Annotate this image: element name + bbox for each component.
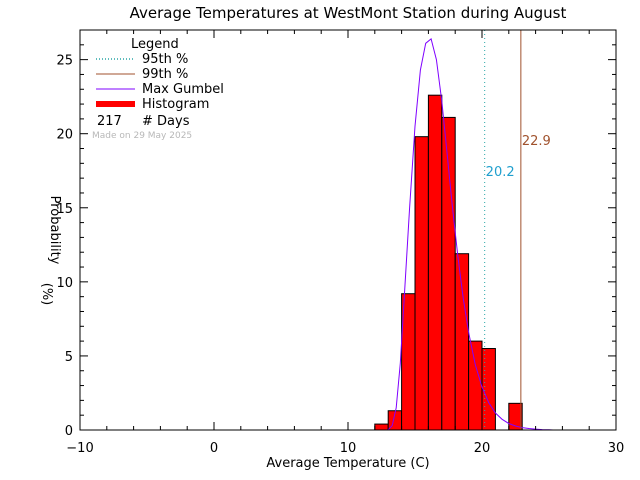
legend-label: 99th % (142, 67, 188, 82)
y-tick-label: 20 (56, 128, 73, 143)
watermark: Made on 29 May 2025 (92, 131, 192, 141)
legend-label: Max Gumbel (142, 82, 224, 97)
x-axis-label: Average Temperature (C) (266, 456, 429, 471)
legend-days-count: 217 (97, 114, 122, 129)
y-tick-label: 0 (65, 424, 73, 439)
x-tick-label: 10 (340, 441, 357, 456)
x-tick-label: 0 (210, 441, 218, 456)
percentile-99-label: 22.9 (522, 134, 551, 149)
gumbel-curve (385, 38, 554, 431)
histogram-bars (374, 94, 523, 431)
y-axis-label: Probability (47, 196, 62, 265)
y-axis-unit: (%) (39, 283, 54, 306)
legend-label: Histogram (142, 97, 209, 112)
x-tick-label: −10 (66, 441, 93, 456)
legend-label: 95th % (142, 52, 188, 67)
y-tick-label: 5 (65, 350, 73, 365)
legend-title: Legend (131, 37, 179, 52)
y-tick-label: 15 (56, 202, 73, 217)
x-tick-label: 20 (474, 441, 491, 456)
histogram-bar (427, 94, 443, 431)
chart-title: Average Temperatures at WestMont Station… (130, 4, 567, 22)
x-tick-label: 30 (608, 441, 625, 456)
percentile-lines: 20.2 22.9 (484, 30, 551, 430)
histogram-bar (374, 423, 389, 431)
histogram-bar (468, 340, 483, 431)
y-tick-label: 25 (56, 54, 73, 69)
histogram-bar (454, 253, 470, 431)
histogram-bar (414, 136, 429, 431)
gumbel-curve-group (385, 38, 554, 431)
y-axis: 0 5 10 15 20 25 (56, 44, 616, 439)
legend-days-label: # Days (142, 114, 190, 129)
histogram-bar (481, 348, 496, 431)
y-tick-label: 10 (56, 276, 73, 291)
x-axis: −10 0 10 20 30 (66, 30, 624, 456)
percentile-95-label: 20.2 (486, 165, 515, 180)
